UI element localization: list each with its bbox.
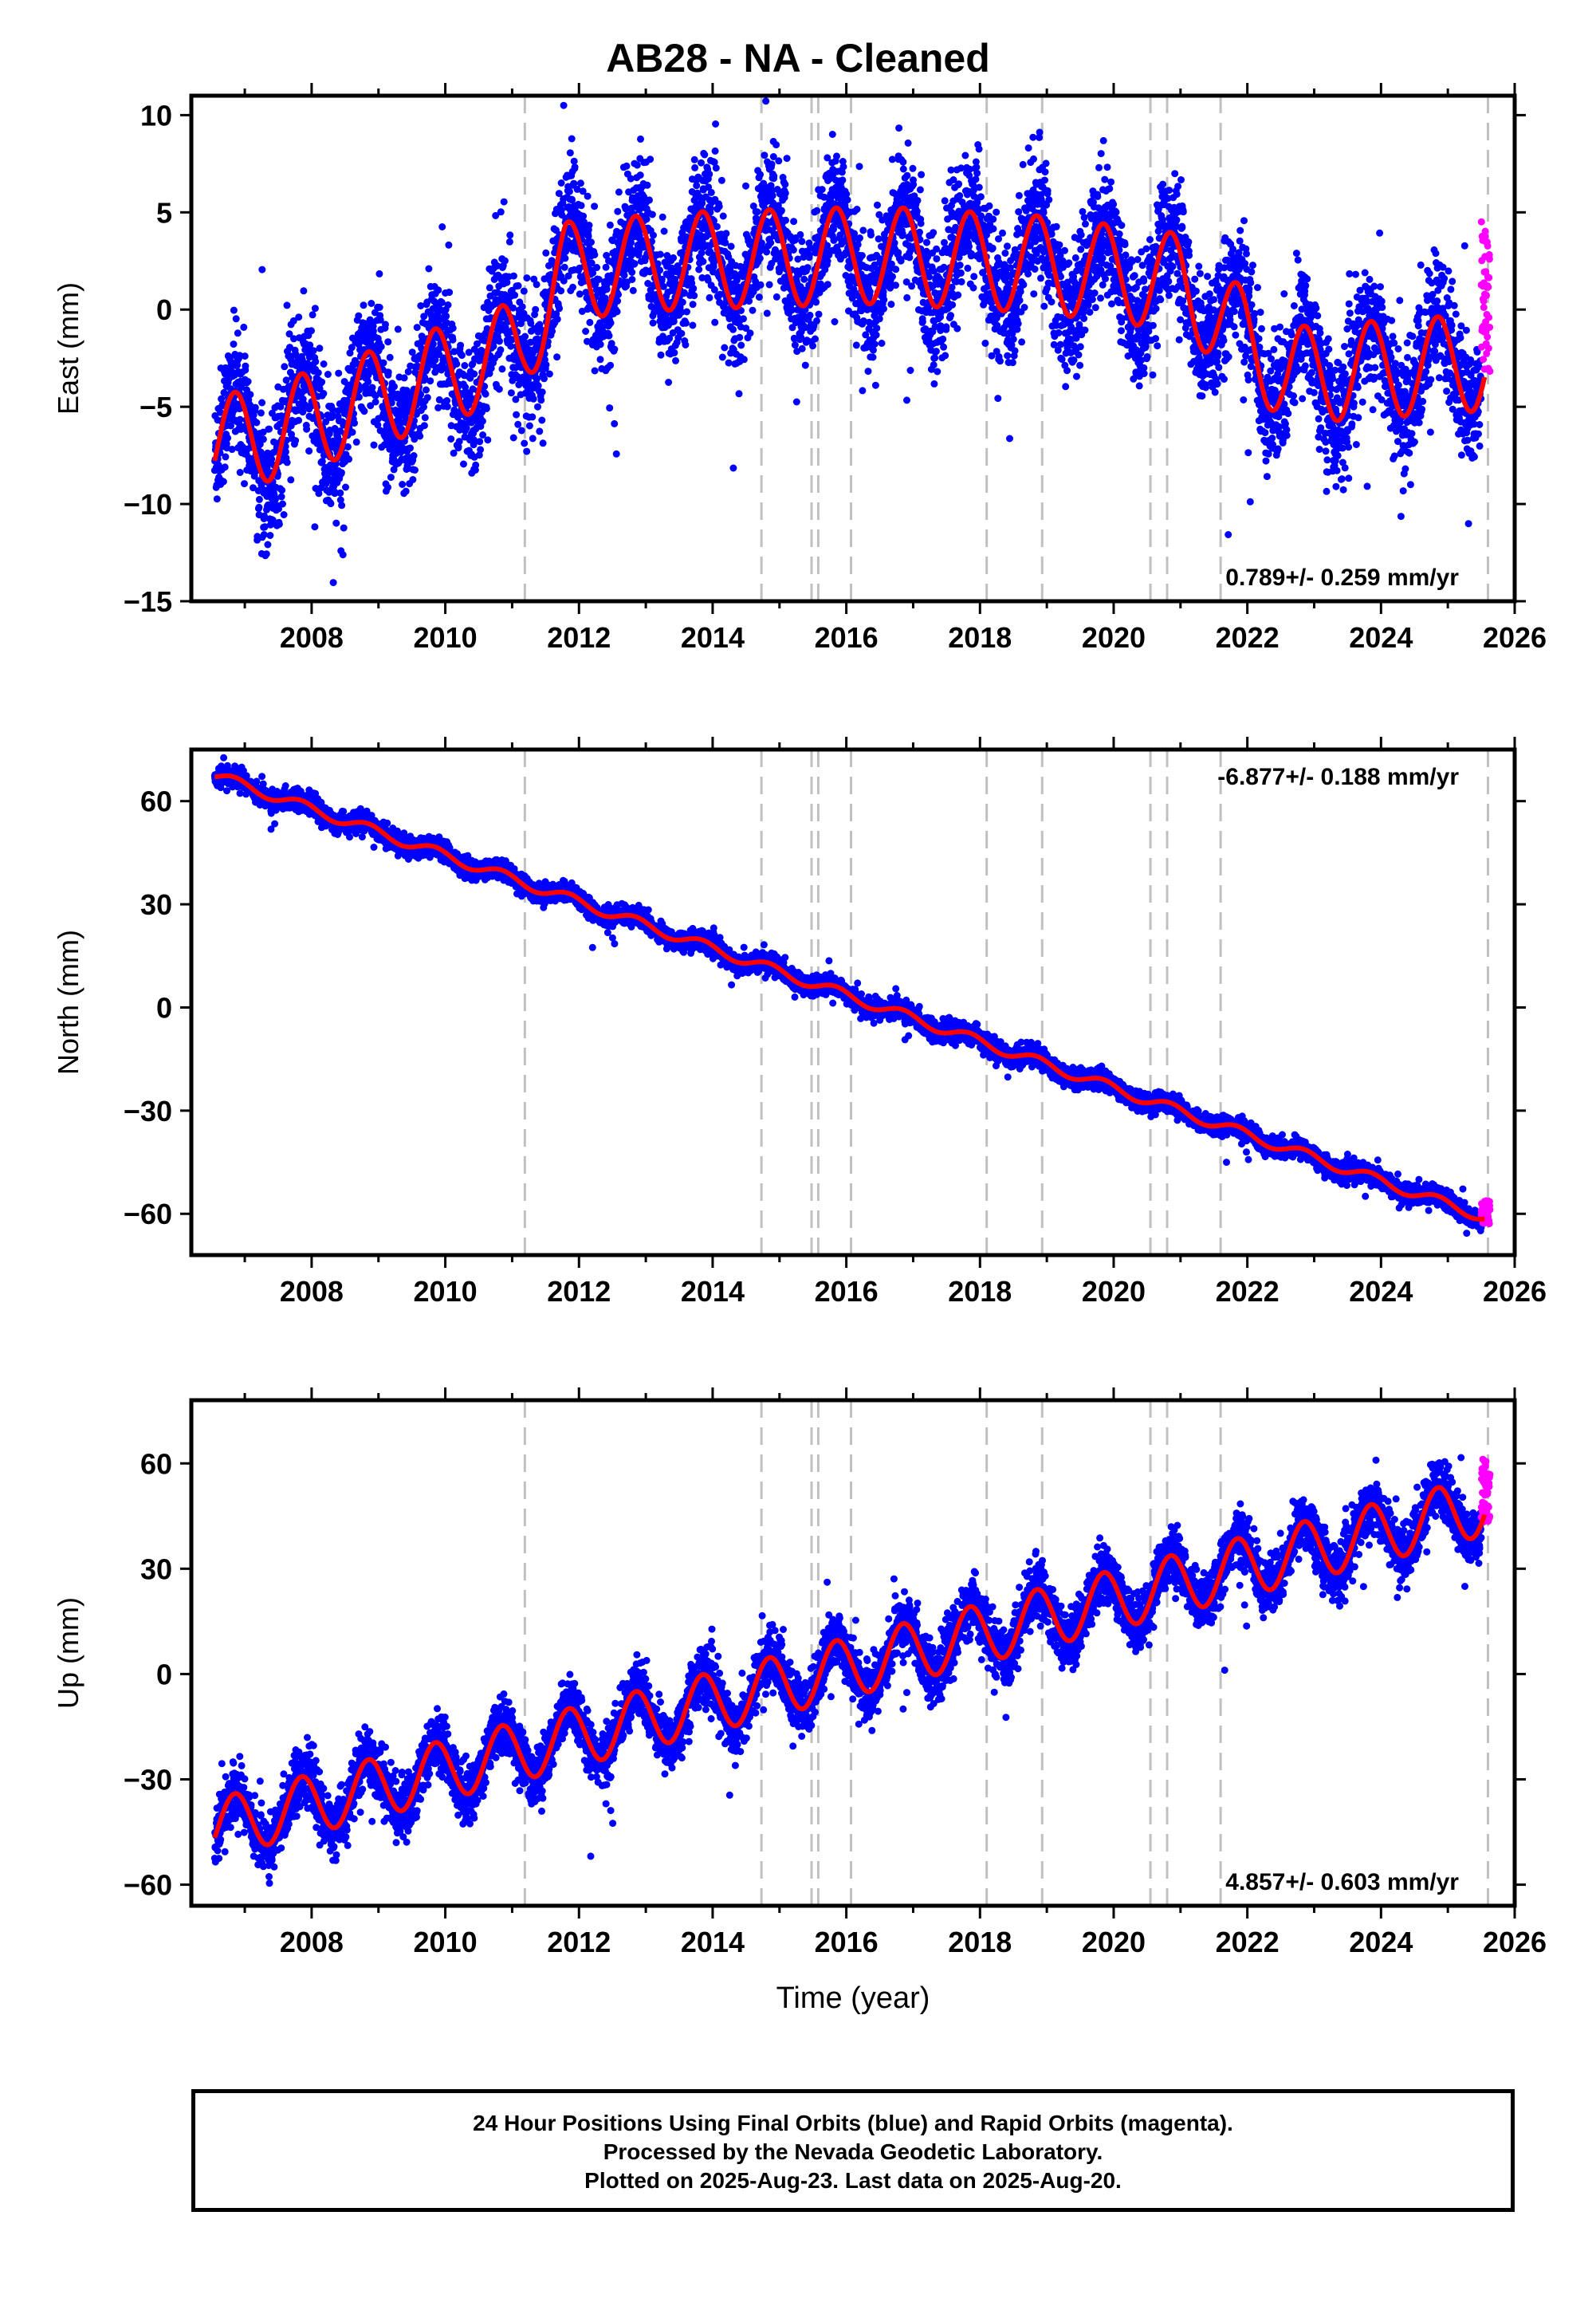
plot-area xyxy=(211,1400,1494,1934)
y-tick-label: −60 xyxy=(124,1869,172,1902)
x-tick-label: 2008 xyxy=(280,1275,344,1308)
y-tick-label: 10 xyxy=(140,99,172,132)
y-axis-label: East (mm) xyxy=(52,282,85,415)
legend-line-3: Plotted on 2025-Aug-23. Last data on 202… xyxy=(195,2166,1511,2195)
x-tick-label: 2022 xyxy=(1216,1926,1280,1958)
velocity-label: -6.877+/- 0.188 mm/yr xyxy=(1217,764,1459,790)
x-tick-label: 2012 xyxy=(547,621,611,654)
panel-up: 2008 2010 2012 2014 2016 2018 2020 2022 2024 2026… xyxy=(52,1387,1547,2015)
x-tick-label: 2014 xyxy=(681,1926,745,1958)
x-tick-label: 2008 xyxy=(280,621,344,654)
final-orbit-points xyxy=(211,53,1485,586)
x-tick-label: 2010 xyxy=(414,1926,478,1958)
x-tick-label: 2018 xyxy=(948,1926,1012,1958)
final-orbit-points xyxy=(211,1454,1485,1934)
x-tick-label: 2012 xyxy=(547,1926,611,1958)
x-tick-label: 2020 xyxy=(1082,1926,1146,1958)
x-tick-label: 2018 xyxy=(948,1275,1012,1308)
x-tick-label: 2024 xyxy=(1349,1275,1413,1308)
x-tick-label: 2026 xyxy=(1483,621,1547,654)
x-tick-label: 2014 xyxy=(681,621,745,654)
y-tick-label: −5 xyxy=(140,391,172,423)
y-tick-label: −30 xyxy=(124,1095,172,1127)
x-tick-label: 2024 xyxy=(1349,621,1413,654)
panel-east: 2008 2010 2012 2014 2016 2018 2020 2022 2024 2026… xyxy=(52,53,1547,654)
y-tick-label: 0 xyxy=(156,1658,172,1690)
legend-line-1: 24 Hour Positions Using Final Orbits (bl… xyxy=(195,2109,1511,2138)
y-tick-label: 60 xyxy=(140,785,172,818)
legend-line-2: Processed by the Nevada Geodetic Laborat… xyxy=(195,2138,1511,2166)
x-tick-label: 2016 xyxy=(815,1926,879,1958)
y-tick-label: −30 xyxy=(124,1764,172,1796)
x-tick-label: 2016 xyxy=(815,621,879,654)
velocity-label: 4.857+/- 0.603 mm/yr xyxy=(1225,1869,1459,1895)
y-tick-label: 30 xyxy=(140,888,172,921)
x-tick-label: 2020 xyxy=(1082,621,1146,654)
rapid-orbit-points xyxy=(1478,1198,1494,1228)
y-tick-label: 0 xyxy=(156,293,172,326)
panel-north: 2008 2010 2012 2014 2016 2018 2020 2022 2024 2026… xyxy=(52,737,1547,1308)
velocity-label: 0.789+/- 0.259 mm/yr xyxy=(1225,565,1459,591)
x-tick-label: 2022 xyxy=(1216,621,1280,654)
x-tick-label: 2012 xyxy=(547,1275,611,1308)
x-tick-label: 2022 xyxy=(1216,1275,1280,1308)
y-axis-label: North (mm) xyxy=(52,930,85,1075)
y-tick-label: 5 xyxy=(156,196,172,229)
y-tick-label: −15 xyxy=(124,585,172,618)
x-tick-label: 2010 xyxy=(414,1275,478,1308)
x-tick-label: 2024 xyxy=(1349,1926,1413,1958)
x-tick-label: 2026 xyxy=(1483,1926,1547,1958)
x-tick-label: 2020 xyxy=(1082,1275,1146,1308)
plot-area xyxy=(211,53,1494,601)
plot-area xyxy=(211,750,1494,1255)
rapid-orbit-points xyxy=(1478,1456,1494,1525)
legend-box: 24 Hour Positions Using Final Orbits (bl… xyxy=(191,2089,1515,2212)
x-tick-label: 2018 xyxy=(948,621,1012,654)
y-tick-label: 60 xyxy=(140,1447,172,1480)
y-tick-label: 0 xyxy=(156,991,172,1024)
x-tick-label: 2026 xyxy=(1483,1275,1547,1308)
y-tick-label: −60 xyxy=(124,1198,172,1230)
x-tick-label: 2010 xyxy=(414,621,478,654)
x-tick-label: 2014 xyxy=(681,1275,745,1308)
x-axis-label: Time (year) xyxy=(776,1981,930,2015)
x-tick-label: 2008 xyxy=(280,1926,344,1958)
x-tick-label: 2016 xyxy=(815,1275,879,1308)
y-tick-label: 30 xyxy=(140,1553,172,1585)
y-axis-label: Up (mm) xyxy=(52,1597,85,1709)
figure-title: AB28 - NA - Cleaned xyxy=(0,35,1596,81)
y-tick-label: −10 xyxy=(124,488,172,521)
